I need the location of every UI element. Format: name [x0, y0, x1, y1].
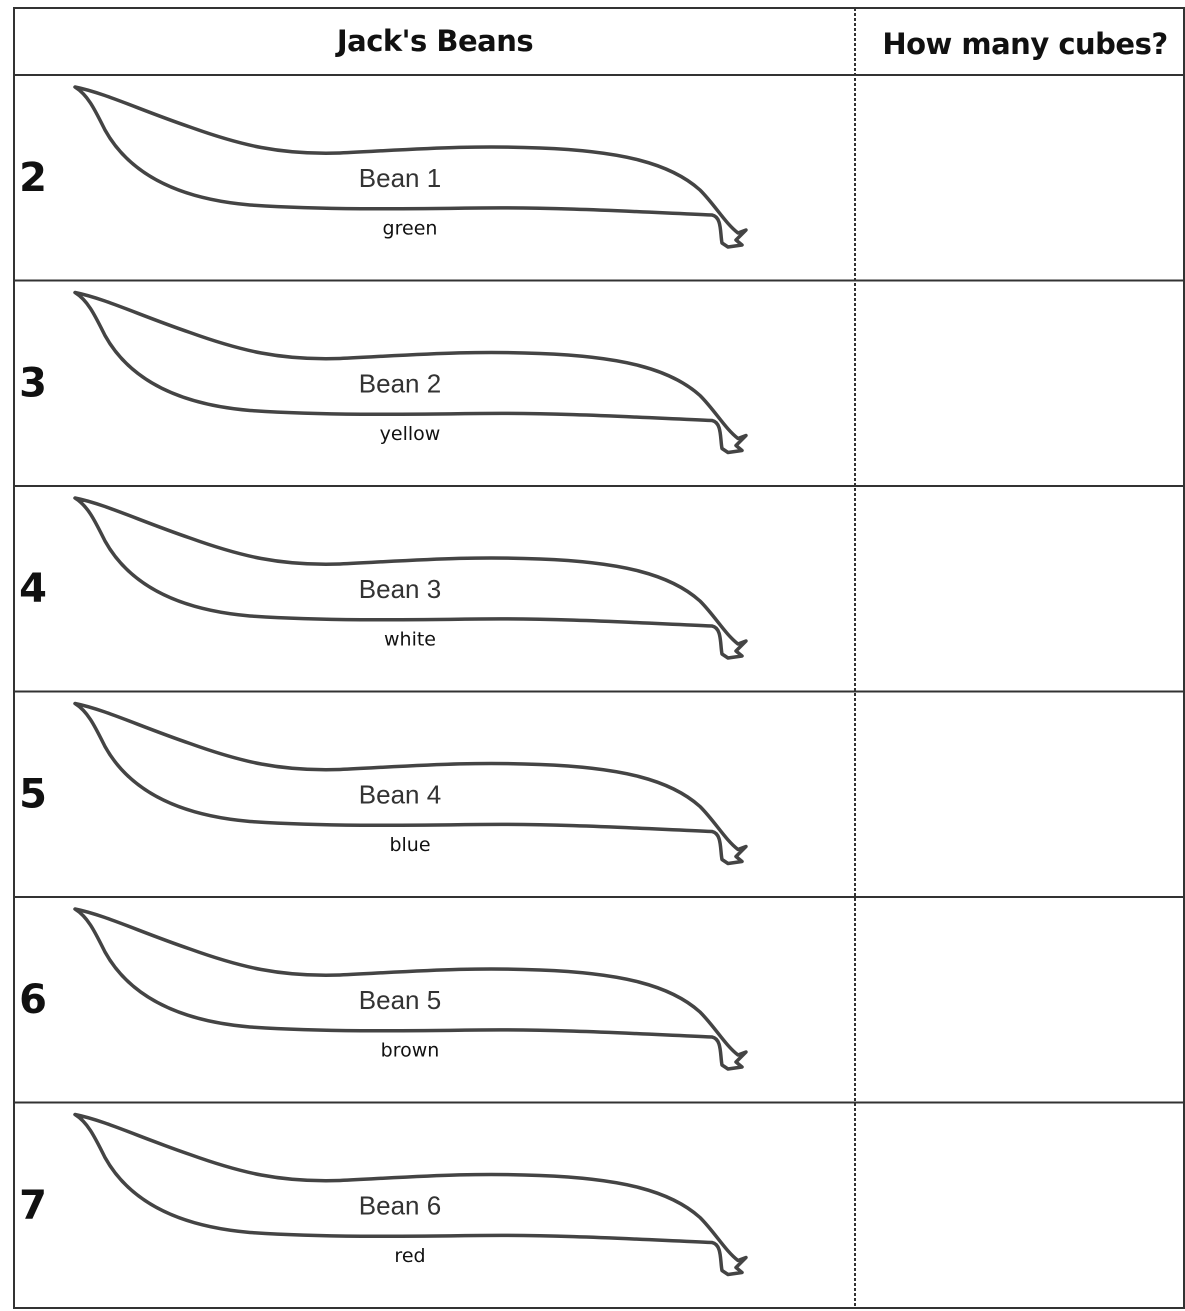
- bean-color: red: [394, 1245, 425, 1267]
- row-number: 5: [19, 772, 47, 818]
- worksheet: Jack's Beans How many cubes? 2 Bean 1 gree…: [0, 0, 1185, 1311]
- bean-label: Bean 6: [359, 1190, 441, 1220]
- bean-color: brown: [381, 1040, 440, 1062]
- bean-label: Bean 5: [359, 985, 441, 1015]
- row-number: 3: [19, 361, 47, 407]
- column-header: Jack's Beans: [335, 24, 533, 58]
- table-border: [14, 8, 1184, 1308]
- bean-label: Bean 1: [359, 163, 441, 193]
- bean-label: Bean 3: [359, 574, 441, 604]
- bean-color: yellow: [380, 423, 441, 445]
- row-number: 6: [19, 977, 47, 1023]
- bean-color: blue: [389, 834, 430, 856]
- bean-color: green: [383, 218, 438, 240]
- bean-color: white: [384, 629, 436, 651]
- bean-label: Bean 2: [359, 368, 441, 398]
- row-number: 2: [19, 155, 47, 201]
- row-number: 4: [19, 566, 47, 612]
- row-number: 7: [19, 1183, 47, 1229]
- bean-label: Bean 4: [359, 779, 441, 809]
- column-header: How many cubes?: [882, 27, 1167, 61]
